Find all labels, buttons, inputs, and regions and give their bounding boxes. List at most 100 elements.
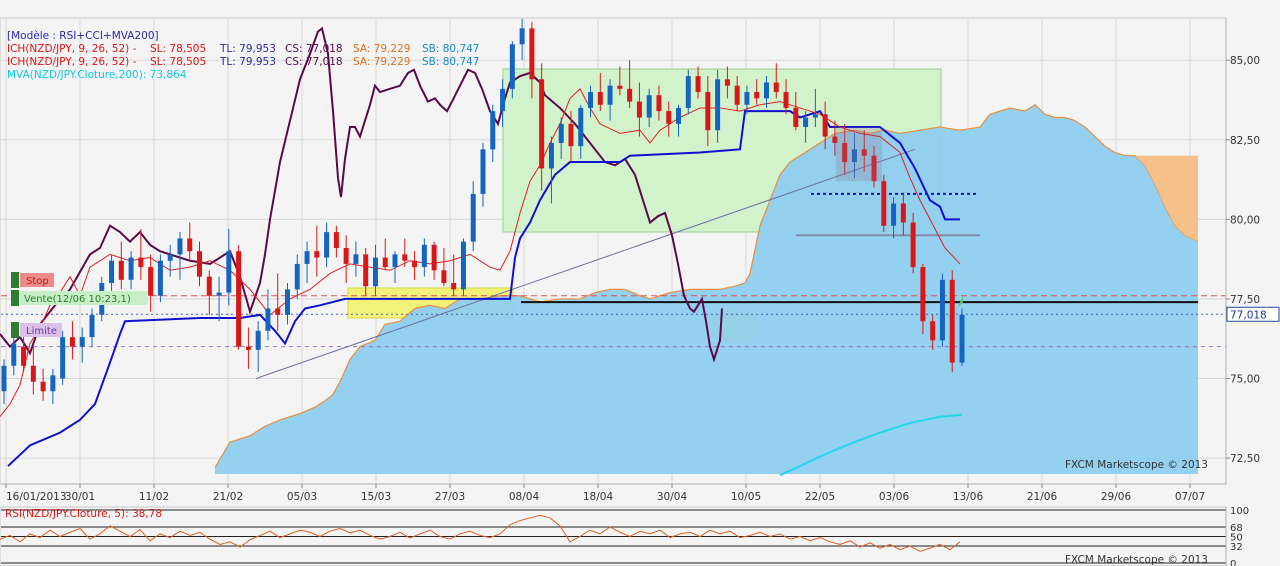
rsi-panel: RSI(NZD/JPY.Cloture, 5): 38,78 FXCM Mark…: [0, 506, 1249, 566]
candle-body: [627, 88, 633, 102]
candle-body: [69, 337, 75, 347]
candle: [265, 289, 271, 341]
candle: [617, 66, 623, 96]
candle: [871, 146, 877, 188]
limit-order-label: Limite: [26, 326, 57, 337]
time-tick-label: 29/06: [1101, 491, 1132, 503]
candle: [304, 241, 310, 284]
candle: [236, 244, 242, 350]
candle: [607, 79, 613, 121]
candle-body: [148, 267, 154, 296]
mva200-line: [779, 413, 963, 477]
legend-tl: TL: 79,953: [219, 56, 276, 68]
legend-cs: CS: 77,018: [285, 56, 343, 68]
candle: [891, 197, 897, 239]
current-price-label: 77,018: [1230, 309, 1267, 321]
candle: [197, 241, 203, 287]
order-markers: Stop Vente(12/06 10:23,1) Limite: [11, 272, 148, 338]
candle-body: [392, 254, 398, 268]
candle-body: [304, 251, 310, 264]
candle-body: [30, 365, 36, 382]
candle-body: [138, 257, 144, 268]
candle: [832, 120, 838, 156]
candle: [333, 225, 339, 258]
candle: [431, 241, 437, 280]
candle-body: [245, 346, 251, 350]
candle-body: [1, 365, 7, 392]
candle: [685, 69, 691, 115]
candle-body: [480, 149, 486, 194]
candle: [21, 337, 27, 373]
candle-body: [705, 92, 711, 131]
current-price-tag: 77,018: [1226, 306, 1280, 322]
time-tick-label: 16/01/2013: [6, 491, 67, 503]
candle-body: [451, 283, 457, 290]
candle-body: [206, 276, 212, 296]
bearish-cloud: [1135, 155, 1198, 242]
candle: [343, 235, 349, 284]
candle: [930, 314, 936, 350]
candle-body: [197, 251, 203, 277]
candle-body: [930, 321, 936, 341]
candle: [451, 254, 457, 296]
candle: [744, 85, 750, 115]
stop-order-tag[interactable]: [20, 273, 54, 287]
candle-body: [353, 254, 359, 264]
sell-handle[interactable]: [11, 290, 19, 306]
time-tick-label: 21/06: [1027, 491, 1058, 503]
candle-body: [871, 155, 877, 182]
legend-sa: SA: 79,229: [353, 43, 410, 55]
candle-body: [754, 92, 760, 99]
limit-handle[interactable]: [11, 322, 19, 338]
candle: [460, 238, 466, 296]
candle: [900, 193, 906, 236]
candle: [470, 181, 476, 252]
candle: [920, 263, 926, 334]
candle: [40, 368, 46, 401]
candle: [539, 63, 545, 191]
candle-body: [959, 314, 965, 363]
candle-body: [60, 337, 66, 379]
candle-body: [187, 238, 193, 252]
legend-mva: MVA(NZD/JPY.Cloture,200): 73,864: [7, 69, 187, 81]
time-tick-label: 30/01: [65, 491, 95, 503]
candle: [128, 251, 134, 290]
time-tick-label: 21/02: [213, 491, 243, 503]
candle: [177, 232, 183, 280]
candle: [392, 251, 398, 284]
candle-body: [79, 337, 85, 347]
candle: [715, 69, 721, 143]
legend-ich-row-2: ICH(NZD/JPY, 9, 26, 52) - SL: 78,505 TL:…: [7, 56, 479, 68]
candle: [705, 76, 711, 147]
candle: [939, 273, 945, 347]
rsi-line: [0, 514, 961, 552]
candle-body: [109, 260, 115, 284]
candle-body: [724, 79, 730, 86]
candle: [548, 136, 554, 204]
candle-body: [421, 244, 427, 268]
time-tick-label: 11/02: [139, 491, 169, 503]
rsi-watermark: FXCM Marketscope © 2013: [1065, 554, 1208, 566]
candle: [245, 327, 251, 369]
senkou-span-a: [214, 104, 1199, 468]
candle-body: [128, 257, 134, 280]
candle-body: [539, 79, 545, 169]
candle-body: [832, 136, 838, 143]
candle-body: [333, 232, 339, 248]
candle-body: [920, 267, 926, 322]
stop-handle[interactable]: [11, 272, 19, 288]
limit-order-tag[interactable]: [20, 323, 62, 337]
legend-ich: ICH(NZD/JPY, 9, 26, 52) -: [7, 56, 137, 68]
candle-body: [40, 381, 46, 392]
candle: [754, 79, 760, 105]
legend-tl: TL: 79,953: [219, 43, 276, 55]
candle-body: [412, 260, 418, 268]
candle: [206, 270, 212, 315]
candle-body: [343, 248, 349, 264]
candle-body: [793, 107, 799, 128]
sell-order-tag[interactable]: [20, 291, 148, 305]
candle-body: [891, 203, 897, 226]
legend-model: [Modèle : RSI+CCI+MVA200]: [7, 30, 159, 42]
candle: [959, 308, 965, 366]
candle: [372, 244, 378, 296]
